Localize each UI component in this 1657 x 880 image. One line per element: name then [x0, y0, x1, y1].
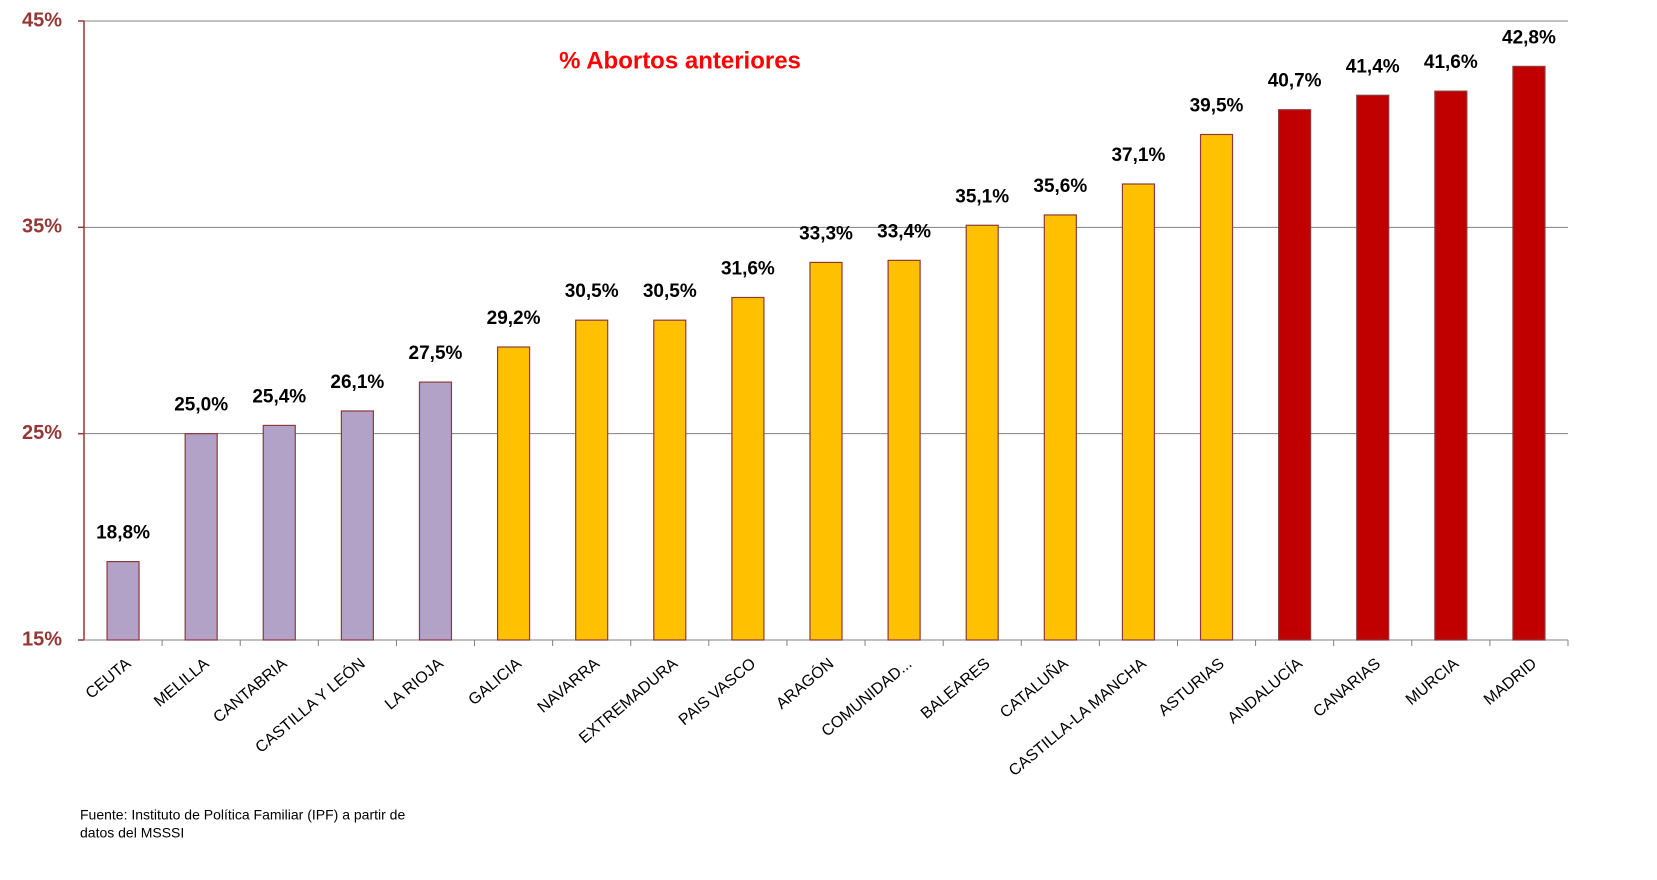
data-label: 40,7% [1268, 71, 1322, 92]
chart-title: % Abortos anteriores [559, 47, 801, 74]
x-tick-label: ANDALUCÍA [1224, 654, 1307, 728]
bar [653, 319, 687, 641]
data-label: 39,5% [1190, 95, 1244, 116]
source-note: datos del MSSSI [80, 825, 184, 841]
data-label: 26,1% [330, 372, 384, 393]
bar [887, 259, 921, 641]
x-tick-label: CEUTA [83, 655, 135, 702]
bar [1512, 65, 1546, 641]
x-tick-label: CATALUÑA [995, 653, 1072, 722]
bar [496, 346, 531, 641]
data-label: 33,3% [799, 223, 853, 244]
data-label: 37,1% [1111, 145, 1165, 166]
data-label: 33,4% [877, 221, 931, 242]
bar [1121, 183, 1156, 641]
data-label: 35,1% [955, 186, 1009, 207]
bar [340, 410, 374, 641]
data-label: 30,5% [565, 281, 619, 302]
data-label: 25,0% [174, 395, 228, 416]
data-label: 42,8% [1502, 27, 1556, 48]
bar [106, 560, 140, 641]
x-tick-label: ARAGÓN [772, 654, 837, 713]
data-label: 35,6% [1033, 176, 1087, 197]
x-tick-label: CANARIAS [1310, 655, 1384, 721]
y-tick-label: 35% [22, 216, 62, 238]
bar [1278, 109, 1312, 641]
bar [418, 381, 453, 641]
y-tick-label: 15% [22, 628, 62, 650]
source-note: Fuente: Instituto de Política Familiar (… [80, 807, 405, 823]
bar [184, 433, 218, 641]
bar [575, 319, 609, 641]
x-tick-label: CASTILLA-LA MANCHA [1006, 655, 1150, 780]
bar [965, 224, 999, 641]
data-label: 29,2% [487, 308, 541, 329]
x-tick-label: LA RIOJA [382, 655, 447, 713]
x-tick-label: PAIS VASCO [676, 655, 759, 729]
x-tick-label: MADRID [1481, 655, 1540, 709]
x-tick-label: NAVARRA [535, 655, 604, 716]
y-tick-label: 45% [22, 9, 62, 31]
data-label: 25,4% [252, 386, 306, 407]
bar [1199, 133, 1234, 641]
x-tick-label: GALICIA [466, 655, 526, 709]
data-label: 27,5% [409, 343, 463, 364]
bar [1356, 94, 1390, 641]
x-tick-label: MURCIA [1403, 655, 1463, 709]
y-tick-label: 25% [22, 422, 62, 444]
bar [1043, 214, 1077, 641]
data-label: 18,8% [96, 523, 150, 544]
data-label: 41,4% [1346, 56, 1400, 77]
data-label: 30,5% [643, 281, 697, 302]
x-tick-label: BALEARES [918, 655, 994, 722]
x-tick-label: ASTURIAS [1156, 655, 1228, 719]
x-tick-label: MELILLA [151, 655, 213, 711]
bar [262, 424, 296, 641]
data-label: 31,6% [721, 259, 775, 280]
data-label: 41,6% [1424, 52, 1478, 73]
bar [809, 261, 843, 641]
bar [1434, 90, 1468, 641]
x-tick-label: CANTABRIA [210, 655, 290, 726]
bar [731, 296, 765, 641]
